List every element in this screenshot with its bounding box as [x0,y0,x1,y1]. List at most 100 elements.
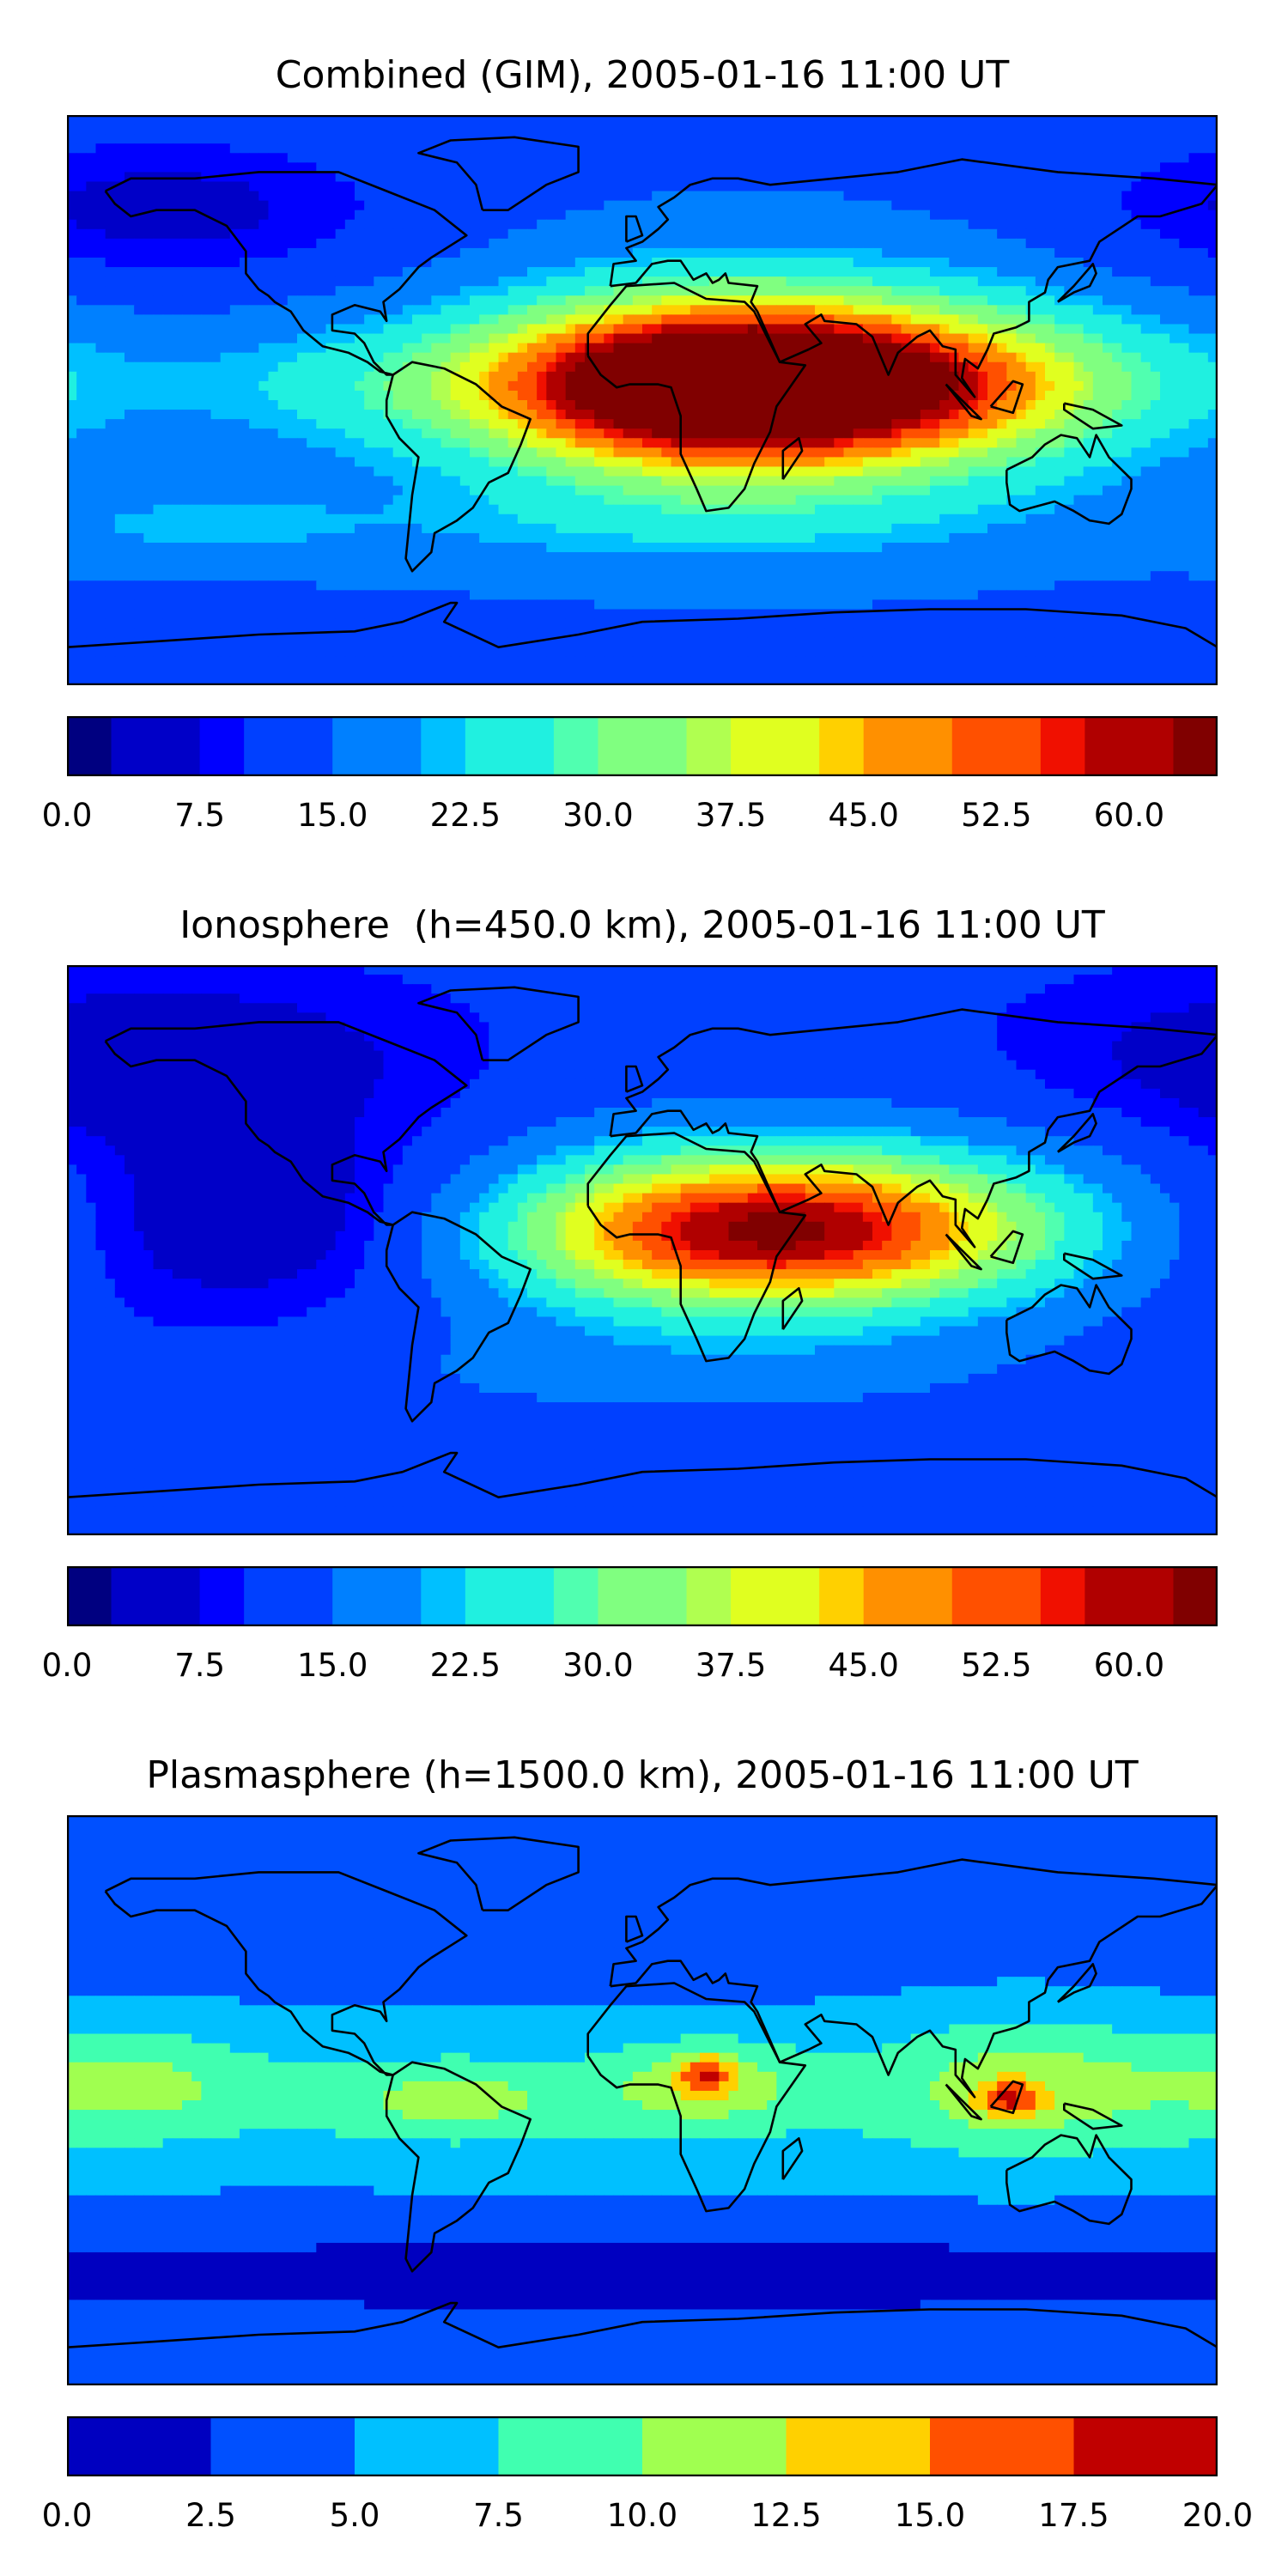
contour-cell [489,485,500,496]
contour-cell [604,419,615,429]
contour-cell [1188,371,1200,382]
contour-cell [604,295,615,306]
contour-cell [412,247,422,258]
contour-cell [939,352,950,363]
contour-cell [297,333,307,344]
contour-cell [671,371,682,382]
contour-cell [901,134,912,144]
contour-cell [872,162,883,173]
contour-cell [671,343,682,354]
contour-cell [805,134,816,144]
contour-cell [757,352,768,363]
contour-cell [1207,125,1218,135]
contour-cell [440,324,452,335]
contour-cell [344,267,355,277]
contour-cell [517,371,528,382]
contour-cell [507,361,519,373]
contour-cell [709,352,720,363]
contour-cell [277,428,289,439]
contour-cell [747,210,758,221]
contour-cell [182,504,192,515]
contour-cell [182,495,192,506]
contour-cell [307,181,317,192]
contour-cell [277,228,289,240]
contour-cell [642,267,653,277]
contour-cell [930,352,940,363]
contour-cell [76,504,87,515]
contour-cell [642,258,653,268]
contour-cell [470,162,480,173]
contour-cell [422,495,432,506]
contour-cell [862,238,873,249]
contour-cell [987,476,998,487]
contour-cell [776,181,787,192]
contour-cell [910,495,921,506]
contour-cell [479,419,489,429]
contour-cell [268,466,279,477]
contour-cell [364,428,374,439]
contour-cell [891,438,902,448]
contour-cell [402,258,413,268]
contour-cell [182,447,192,458]
contour-cell [162,143,173,154]
contour-cell [613,115,624,125]
contour-cell [86,162,97,173]
contour-cell [1025,286,1036,296]
contour-cell [1016,143,1027,154]
contour-cell [470,352,480,363]
contour-cell [556,134,567,144]
contour-cell [1054,210,1065,221]
contour-cell [479,267,489,277]
contour-cell [240,447,250,458]
contour-cell [431,457,442,468]
contour-cell [277,295,289,306]
contour-cell [1045,324,1055,335]
contour-cell [1131,267,1142,277]
contour-cell [795,125,806,135]
contour-cell [268,210,279,221]
contour-cell [517,267,528,277]
contour-cell [987,172,998,183]
contour-cell [172,191,183,202]
contour-cell [479,191,489,202]
contour-cell [1188,324,1200,335]
contour-cell [1103,314,1113,325]
contour-cell [652,400,662,410]
contour-cell [882,324,892,335]
contour-cell [891,115,902,125]
contour-cell [546,447,557,458]
contour-cell [882,172,892,183]
contour-cell [786,115,797,125]
contour-cell [1073,238,1084,249]
contour-cell [374,134,385,144]
contour-cell [162,333,173,344]
contour-cell [1131,200,1142,211]
contour-cell [95,466,106,477]
contour-cell [757,191,768,202]
contour-cell [1140,410,1151,420]
contour-cell [344,228,355,240]
contour-cell [1198,115,1209,125]
contour-cell [498,247,509,258]
contour-cell [335,390,346,401]
contour-cell [431,125,442,135]
contour-cell [862,276,873,287]
contour-cell [862,324,873,335]
contour-cell [910,466,921,477]
contour-cell [307,172,317,183]
contour-cell [1006,314,1018,325]
contour-cell [1083,276,1094,287]
contour-cell [757,125,768,135]
contour-cell [527,447,538,458]
contour-cell [805,115,816,125]
contour-cell [76,333,87,344]
contour-cell [565,343,576,354]
contour-cell [795,428,806,439]
contour-cell [671,305,682,315]
contour-cell [565,314,576,325]
contour-cell [355,447,365,458]
contour-cell [383,200,394,211]
contour-cell [1035,371,1046,382]
contour-cell [757,390,768,401]
contour-cell [431,162,442,173]
